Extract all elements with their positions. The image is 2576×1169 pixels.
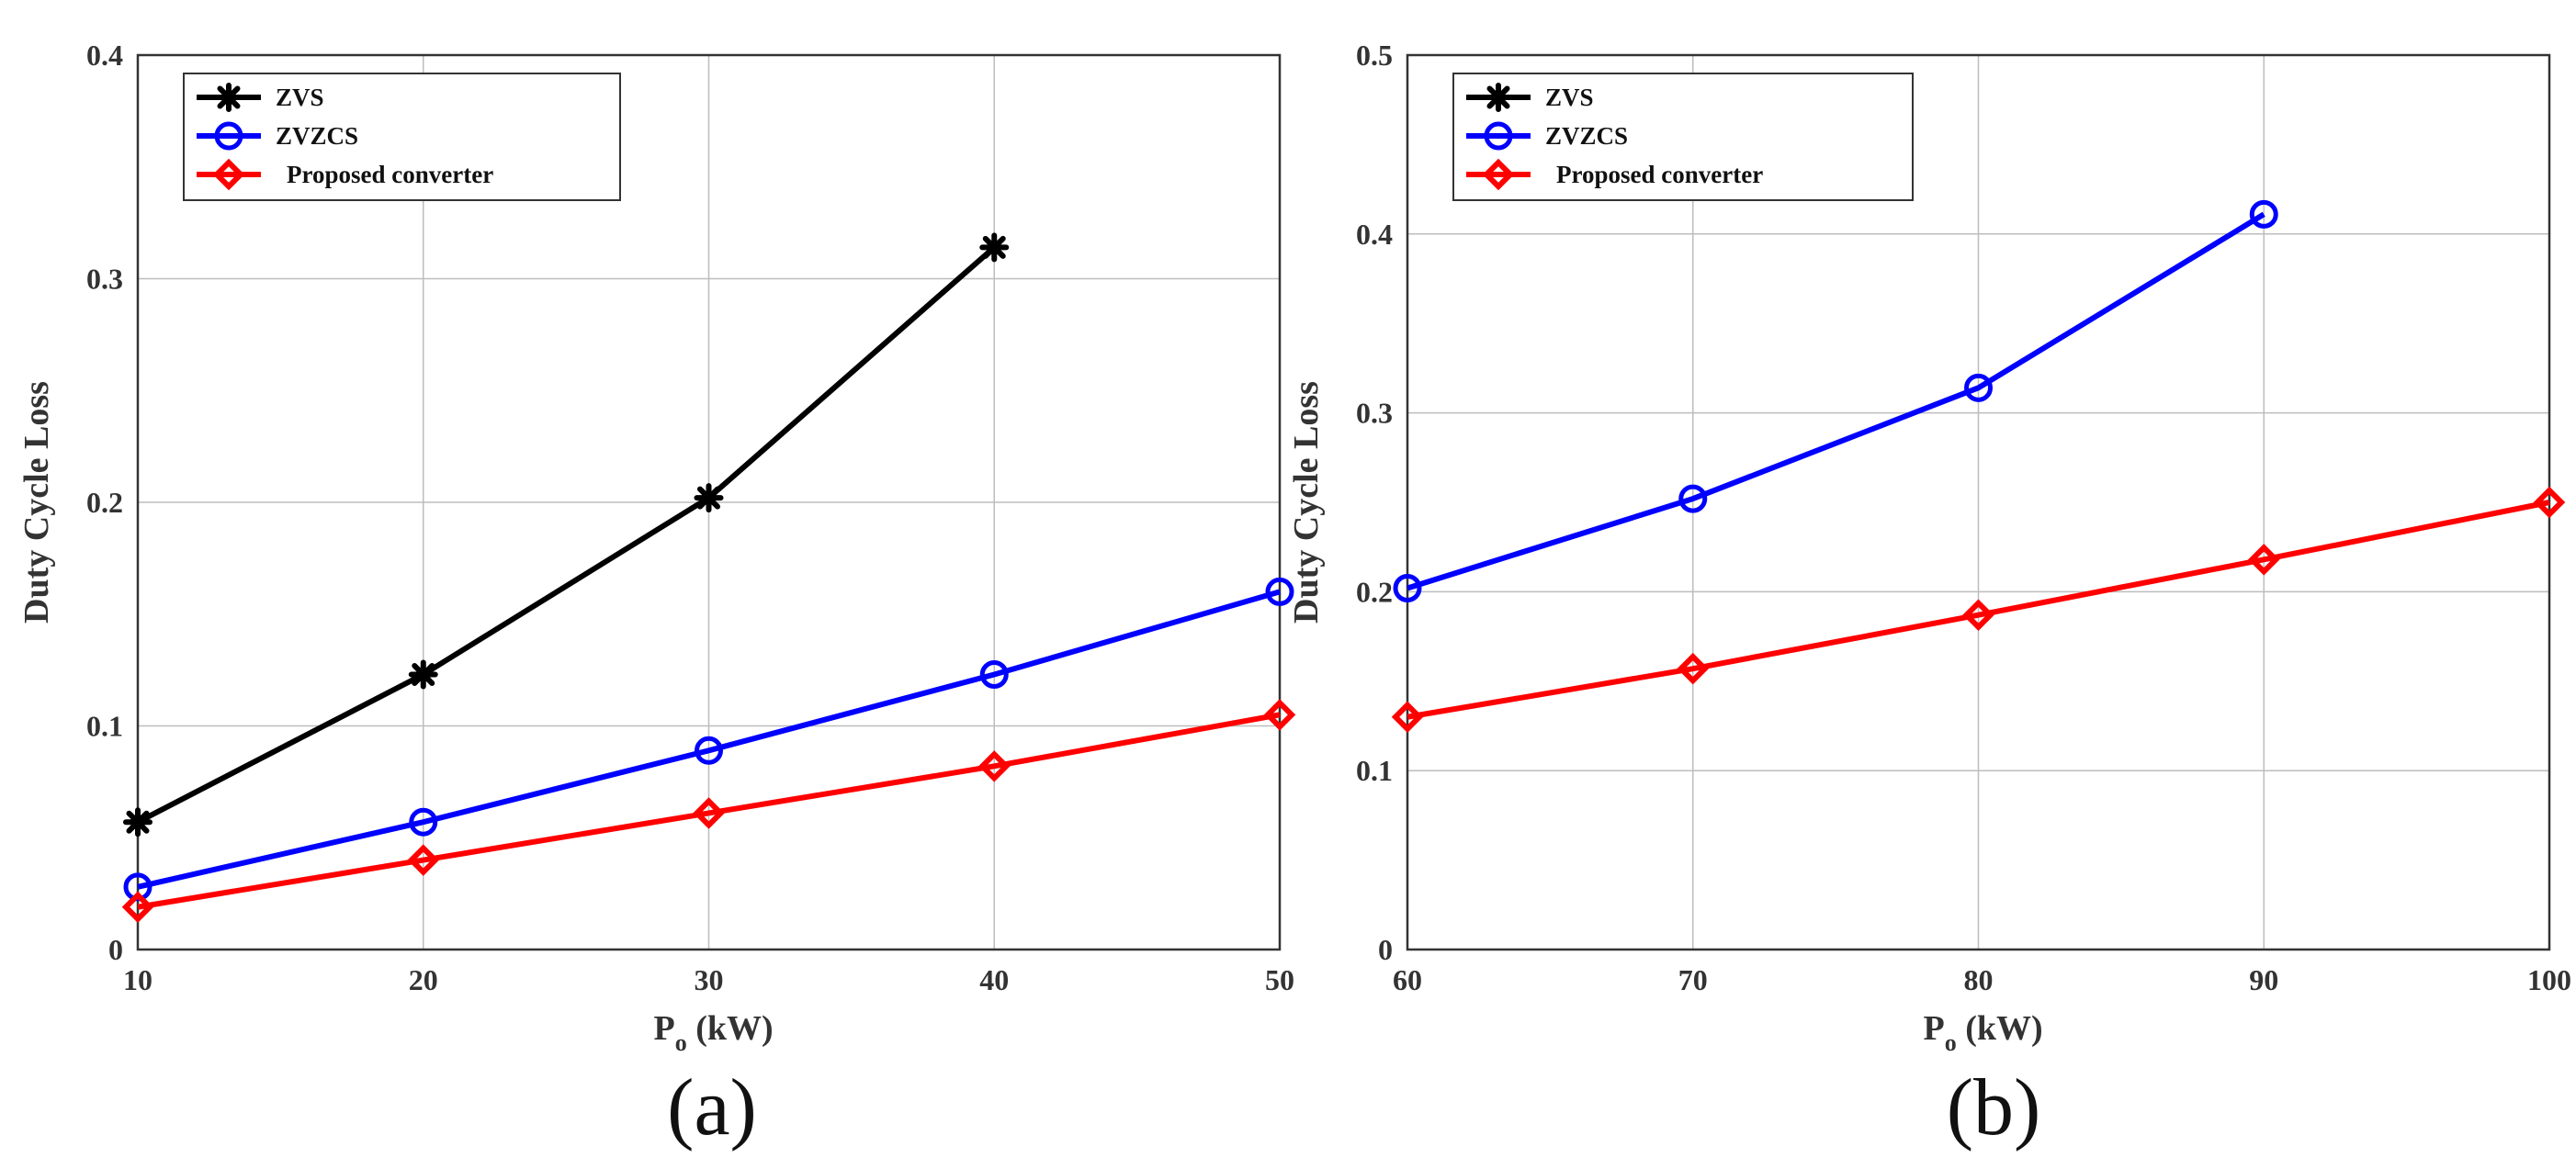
y-axis-label: Duty Cycle Loss — [17, 381, 56, 624]
series-proposed-converter — [1391, 486, 2566, 734]
data-point-circle — [695, 736, 723, 765]
data-point-star — [694, 483, 724, 513]
data-point-diamond — [2248, 544, 2280, 576]
panel-caption: (a) — [667, 1063, 757, 1152]
data-point-circle — [409, 807, 438, 837]
data-point-circle — [979, 659, 1009, 689]
series-line — [1407, 211, 2265, 591]
legend-label: Proposed converter — [1556, 161, 1763, 188]
data-point-diamond — [1677, 652, 1709, 685]
legend-label: ZVZCS — [1545, 122, 1628, 150]
x-axis-label-subscript: o — [675, 1029, 687, 1056]
y-tick-label: 0.2 — [86, 486, 123, 519]
series-line — [1407, 500, 2550, 720]
data-point-diamond — [2533, 486, 2566, 519]
data-point-circle — [1265, 577, 1294, 606]
legend-swatch-marker-star — [1484, 83, 1513, 112]
legend: ZVS ZVZCS Proposed converter — [1452, 73, 1914, 201]
x-axis-label-unit: (kW) — [1957, 1009, 2043, 1048]
data-point-circle — [2249, 199, 2278, 229]
legend-swatch-marker-diamond — [212, 158, 245, 191]
x-tick-label: 100 — [2527, 963, 2571, 996]
x-axis-label-main: P — [654, 1009, 675, 1048]
x-axis-label: Po (kW) — [1924, 1009, 2043, 1056]
x-tick-label: 90 — [2249, 963, 2278, 996]
data-point-diamond — [1962, 599, 1994, 631]
data-point-star — [408, 659, 438, 690]
series-zvs — [123, 232, 1010, 837]
y-tick-label: 0.5 — [1356, 39, 1393, 72]
x-axis-label: Po (kW) — [654, 1009, 774, 1056]
y-tick-label: 0.3 — [1356, 397, 1393, 430]
x-tick-label: 10 — [123, 963, 153, 996]
data-point-circle — [1393, 574, 1422, 603]
x-tick-label: 80 — [1964, 963, 1994, 996]
data-point-diamond — [693, 797, 725, 829]
x-axis-label-unit: (kW) — [687, 1009, 774, 1048]
x-axis-label-subscript: o — [1945, 1029, 1957, 1056]
legend-label: ZVS — [276, 84, 324, 111]
series-zvzcs — [1393, 199, 2278, 603]
data-point-circle — [1678, 484, 1708, 513]
y-tick-label: 0.2 — [1356, 575, 1393, 608]
x-tick-label: 60 — [1393, 963, 1422, 996]
data-point-diamond — [121, 891, 154, 923]
legend-label: ZVS — [1545, 84, 1594, 111]
data-point-diamond — [978, 750, 1011, 782]
legend-swatch-marker-circle — [1484, 121, 1513, 151]
y-tick-label: 0.1 — [1356, 754, 1393, 787]
y-tick-label: 0.1 — [86, 710, 123, 743]
data-point-diamond — [1263, 699, 1296, 731]
y-tick-label: 0 — [1378, 933, 1393, 966]
y-tick-label: 0.3 — [86, 263, 123, 296]
x-tick-label: 70 — [1678, 963, 1708, 996]
data-point-diamond — [407, 844, 439, 876]
data-point-circle — [1964, 373, 1993, 402]
legend-swatch-marker-star — [214, 83, 243, 112]
x-tick-label: 20 — [409, 963, 438, 996]
panel-caption: (b) — [1947, 1063, 2041, 1152]
data-point-diamond — [1391, 701, 1424, 734]
legend: ZVS ZVZCS Proposed converter — [183, 73, 621, 201]
series-proposed-converter — [121, 699, 1296, 923]
series-line — [136, 245, 997, 825]
series-line — [137, 589, 1281, 890]
y-axis-label: Duty Cycle Loss — [1287, 381, 1326, 624]
axes-frame — [136, 53, 1282, 951]
legend-label: Proposed converter — [287, 161, 493, 188]
x-tick-label: 30 — [695, 963, 724, 996]
x-axis-label-main: P — [1924, 1009, 1945, 1048]
chart-panel-b: 60 70 80 90 100 0 0.1 0.2 0.3 0.4 0.5 Po (kW) Duty C… — [1287, 39, 2571, 1152]
x-tick-label: 40 — [979, 963, 1009, 996]
chart-panel-a: 10 20 30 40 50 0 0.1 0.2 0.3 0.4 Po (kW) Duty Cycle… — [17, 39, 1296, 1152]
x-tick-label: 50 — [1265, 963, 1294, 996]
y-tick-label: 0.4 — [86, 39, 123, 72]
data-point-star — [979, 232, 1010, 263]
data-point-star — [123, 807, 153, 837]
legend-swatch-marker-diamond — [1482, 158, 1515, 191]
legend-swatch-marker-circle — [214, 121, 243, 151]
series-line — [137, 712, 1281, 910]
legend-label: ZVZCS — [276, 122, 358, 150]
y-tick-label: 0 — [108, 933, 123, 966]
y-tick-label: 0.4 — [1356, 218, 1393, 251]
